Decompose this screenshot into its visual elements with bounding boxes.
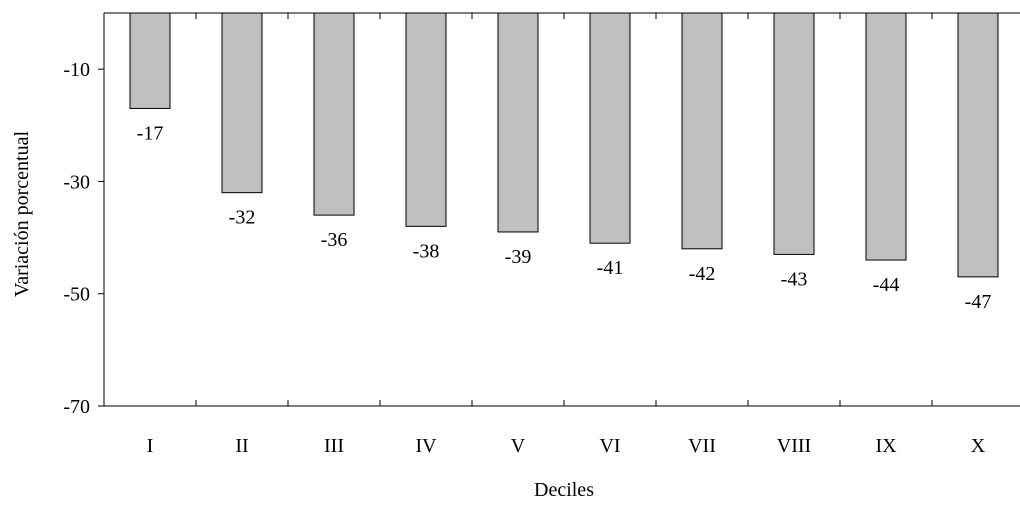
x-tick-label: II <box>235 435 248 457</box>
bar <box>865 12 907 261</box>
y-tick-label: -70 <box>63 396 90 418</box>
bar <box>221 12 263 194</box>
data-label: -36 <box>321 229 348 251</box>
data-label: -47 <box>965 291 992 313</box>
bar <box>313 12 355 216</box>
data-label: -41 <box>597 257 624 279</box>
bar <box>589 12 631 244</box>
data-label: -17 <box>137 122 164 144</box>
axes: -10-30-50-70I II III IV V VI VII VIII IX X <box>63 12 1020 457</box>
x-tick-label: IV <box>415 435 437 457</box>
bar <box>497 12 539 233</box>
y-tick-label: -50 <box>63 284 90 306</box>
bar <box>957 12 999 278</box>
x-tick-label: VIII <box>777 435 811 457</box>
data-label: -44 <box>873 274 900 296</box>
x-axis-label: Deciles <box>534 479 594 501</box>
y-tick-label: -10 <box>63 59 90 81</box>
data-label: -43 <box>781 268 808 290</box>
data-label: -39 <box>505 246 532 268</box>
data-label: -32 <box>229 207 256 229</box>
x-tick-label: X <box>971 435 986 457</box>
x-tick-label: III <box>324 435 344 457</box>
x-tick-label: IX <box>875 435 897 457</box>
x-tick-label: I <box>147 435 154 457</box>
data-label: -38 <box>413 240 440 262</box>
bar <box>405 12 447 227</box>
y-tick-label: -30 <box>63 171 90 193</box>
bar <box>129 12 171 109</box>
bar <box>681 12 723 250</box>
data-label: -42 <box>689 263 716 285</box>
x-tick-label: VI <box>599 435 620 457</box>
x-tick-label: VII <box>688 435 716 457</box>
x-tick-label: V <box>511 435 526 457</box>
y-axis-label: Variación porcentual <box>11 131 33 297</box>
bar <box>773 12 815 255</box>
bars <box>129 12 999 278</box>
data-labels: -17 -32 -36 -38 -39 -41 -42 -43 -44 -47 <box>137 122 992 312</box>
